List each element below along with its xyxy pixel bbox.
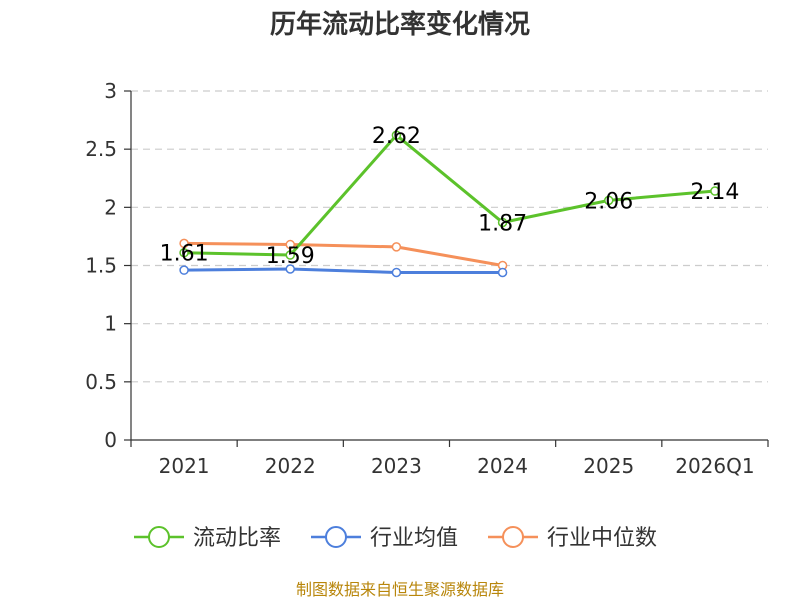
legend-marker	[148, 526, 170, 548]
data-label: 1.59	[266, 244, 315, 269]
data-point	[391, 242, 402, 252]
y-tick-label: 3	[104, 79, 117, 103]
data-label: 1.61	[160, 242, 209, 267]
y-tick-label: 2.5	[85, 137, 117, 161]
data-label: 2.62	[372, 124, 421, 149]
data-point	[179, 247, 189, 258]
x-tick-label: 2022	[265, 454, 316, 478]
y-tick-label: 0	[104, 428, 117, 452]
series-line-1	[184, 267, 503, 274]
legend-marker	[325, 526, 347, 548]
legend-label: 行业均值	[370, 526, 458, 551]
source-note: 制图数据来自恒生聚源数据库	[296, 580, 504, 599]
x-tick-labels: 2021 2022 2023 2024 2025 2026Q1	[159, 454, 755, 478]
y-tick-label: 1	[104, 312, 117, 336]
data-point	[285, 250, 295, 260]
x-tick-label: 2021	[159, 454, 210, 478]
data-point	[497, 217, 508, 228]
legend-label: 流动比率	[193, 526, 281, 551]
series-group: 1.61 1.59 2.62 1.87 2.06 2.14	[160, 124, 739, 278]
data-point	[710, 186, 720, 196]
x-tick-label: 2023	[371, 454, 422, 478]
legend-label: 行业中位数	[547, 526, 657, 551]
y-tick-label: 2	[104, 195, 117, 219]
data-point	[391, 130, 402, 140]
data-label: 2.14	[690, 180, 739, 205]
chart-title: 历年流动比率变化情况	[270, 9, 530, 40]
data-label: 1.87	[478, 211, 527, 236]
axes	[124, 90, 769, 447]
data-point	[179, 238, 189, 249]
data-point	[604, 195, 614, 206]
data-point	[285, 239, 295, 250]
series-line-0	[184, 133, 716, 257]
legend[interactable]: 流动比率 行业均值 行业中位数	[134, 526, 657, 551]
legend-marker	[502, 526, 524, 548]
x-tick-label: 2026Q1	[675, 454, 754, 478]
data-point	[391, 267, 402, 278]
data-point	[497, 267, 508, 278]
data-point	[179, 265, 189, 275]
y-tick-labels: 0 0.5 1 1.5 2 2.5 3	[85, 79, 117, 452]
data-label: 2.06	[584, 189, 633, 214]
x-tick-label: 2025	[583, 454, 634, 478]
data-point	[285, 264, 295, 274]
series-line-2	[184, 241, 503, 267]
x-tick-label: 2024	[477, 454, 528, 478]
y-tick-label: 1.5	[85, 254, 117, 278]
y-tick-label: 0.5	[85, 370, 117, 394]
gridlines	[131, 90, 768, 383]
